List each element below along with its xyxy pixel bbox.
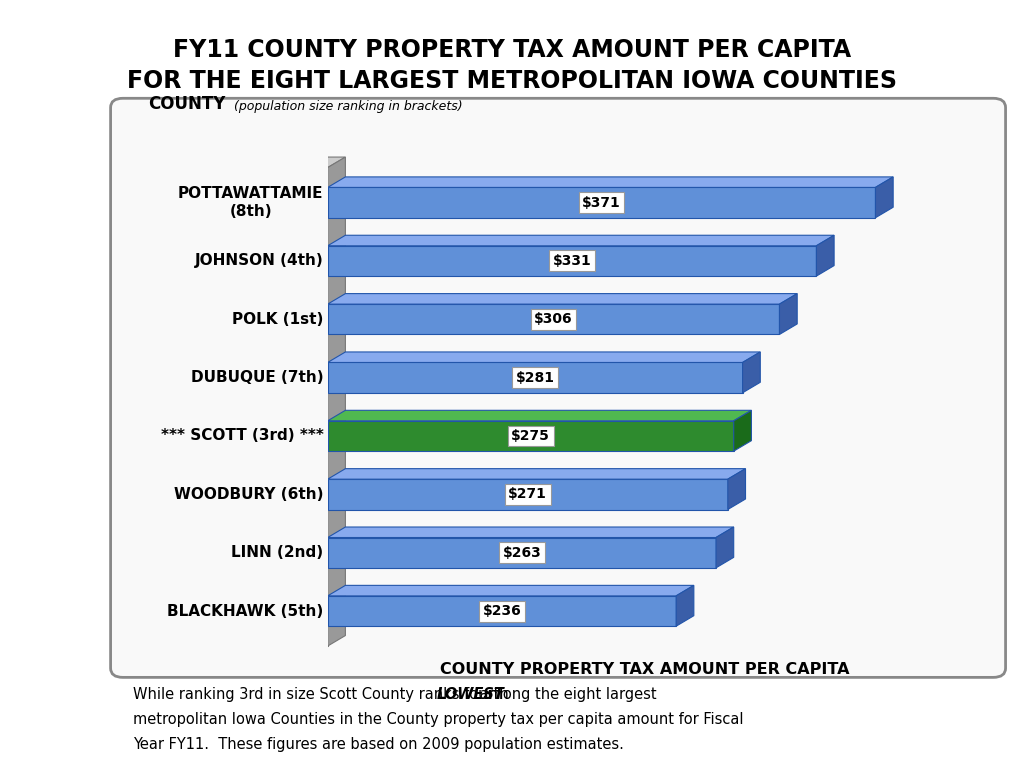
Text: POLK (1st): POLK (1st) (232, 312, 324, 326)
Polygon shape (310, 157, 328, 646)
Polygon shape (676, 585, 694, 626)
FancyBboxPatch shape (328, 596, 676, 626)
Text: $263: $263 (503, 546, 542, 560)
Polygon shape (328, 527, 734, 538)
Polygon shape (328, 157, 345, 646)
Text: among the eight largest: among the eight largest (475, 687, 656, 703)
FancyBboxPatch shape (328, 246, 816, 276)
FancyBboxPatch shape (328, 362, 742, 392)
Text: $271: $271 (508, 488, 547, 502)
Text: BLACKHAWK (5th): BLACKHAWK (5th) (167, 604, 324, 618)
Polygon shape (328, 293, 798, 304)
Text: metropolitan Iowa Counties in the County property tax per capita amount for Fisc: metropolitan Iowa Counties in the County… (133, 712, 743, 727)
Polygon shape (742, 352, 760, 392)
Polygon shape (779, 293, 798, 334)
Polygon shape (328, 235, 835, 246)
Polygon shape (328, 177, 893, 187)
FancyBboxPatch shape (328, 187, 876, 218)
Polygon shape (876, 177, 893, 218)
Text: $306: $306 (535, 313, 572, 326)
Text: Year FY11.  These figures are based on 2009 population estimates.: Year FY11. These figures are based on 20… (133, 737, 624, 752)
Text: *** SCOTT (3rd) ***: *** SCOTT (3rd) *** (161, 429, 324, 443)
Text: COUNTY PROPERTY TAX AMOUNT PER CAPITA: COUNTY PROPERTY TAX AMOUNT PER CAPITA (440, 662, 850, 677)
Polygon shape (728, 468, 745, 509)
Polygon shape (310, 157, 345, 167)
Text: WOODBURY (6th): WOODBURY (6th) (174, 487, 324, 502)
FancyBboxPatch shape (328, 538, 716, 568)
FancyBboxPatch shape (328, 479, 728, 509)
Text: COUNTY: COUNTY (148, 95, 226, 113)
Text: $275: $275 (511, 429, 550, 443)
Text: LINN (2nd): LINN (2nd) (231, 545, 324, 560)
Text: While ranking 3rd in size Scott County ranks fourth: While ranking 3rd in size Scott County r… (133, 687, 513, 703)
Text: $236: $236 (482, 604, 521, 618)
Text: POTTAWATTAMIE
(8th): POTTAWATTAMIE (8th) (178, 187, 324, 219)
Text: (population size ranking in brackets): (population size ranking in brackets) (230, 100, 463, 113)
Text: $281: $281 (516, 371, 555, 385)
Polygon shape (734, 410, 752, 451)
FancyBboxPatch shape (111, 98, 1006, 677)
Polygon shape (328, 468, 745, 479)
Text: $371: $371 (583, 196, 621, 210)
Text: FY11 COUNTY PROPERTY TAX AMOUNT PER CAPITA: FY11 COUNTY PROPERTY TAX AMOUNT PER CAPI… (173, 38, 851, 62)
Polygon shape (716, 527, 734, 568)
Polygon shape (816, 235, 835, 276)
Text: FOR THE EIGHT LARGEST METROPOLITAN IOWA COUNTIES: FOR THE EIGHT LARGEST METROPOLITAN IOWA … (127, 68, 897, 93)
Text: $331: $331 (553, 254, 592, 268)
Text: LOWEST: LOWEST (436, 687, 505, 703)
FancyBboxPatch shape (328, 304, 779, 334)
Polygon shape (328, 352, 760, 362)
Polygon shape (328, 585, 694, 596)
FancyBboxPatch shape (328, 421, 734, 451)
Polygon shape (328, 410, 752, 421)
Text: DUBUQUE (7th): DUBUQUE (7th) (190, 370, 324, 385)
Text: JOHNSON (4th): JOHNSON (4th) (195, 253, 324, 269)
